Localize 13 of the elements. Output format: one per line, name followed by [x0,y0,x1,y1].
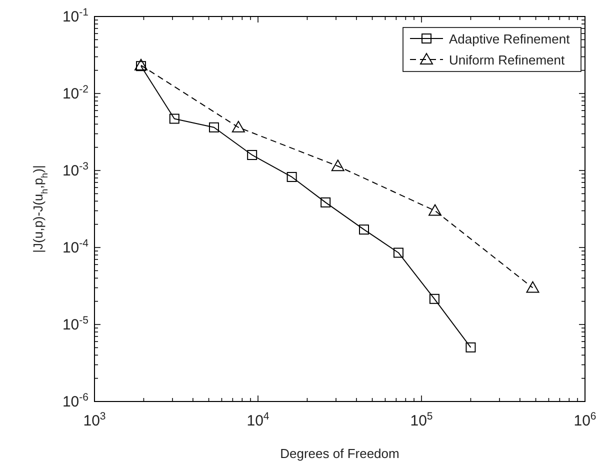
x-tick-label: 10$^{3}$ [83,410,106,430]
x-tick-label: 10$^{4}$ [246,410,270,430]
y-tick-label: 10$^{-1}$ [62,6,89,26]
legend-label: Uniform Refinement [449,52,565,68]
y-tick-label: 10$^{-3}$ [62,160,89,180]
x-tick-label: 10$^{5}$ [410,410,433,430]
x-axis-title: Degrees of Freedom [280,446,400,461]
x-tick-label: 10$^{6}$ [574,410,596,430]
y-tick-label: 10$^{-6}$ [62,392,89,410]
y-tick-label: 10$^{-5}$ [62,314,89,334]
y-tick-label: 10$^{-4}$ [62,238,89,256]
legend-label: Adaptive Refinement [449,32,570,46]
y-tick-label: 10$^{-2}$ [62,84,89,102]
